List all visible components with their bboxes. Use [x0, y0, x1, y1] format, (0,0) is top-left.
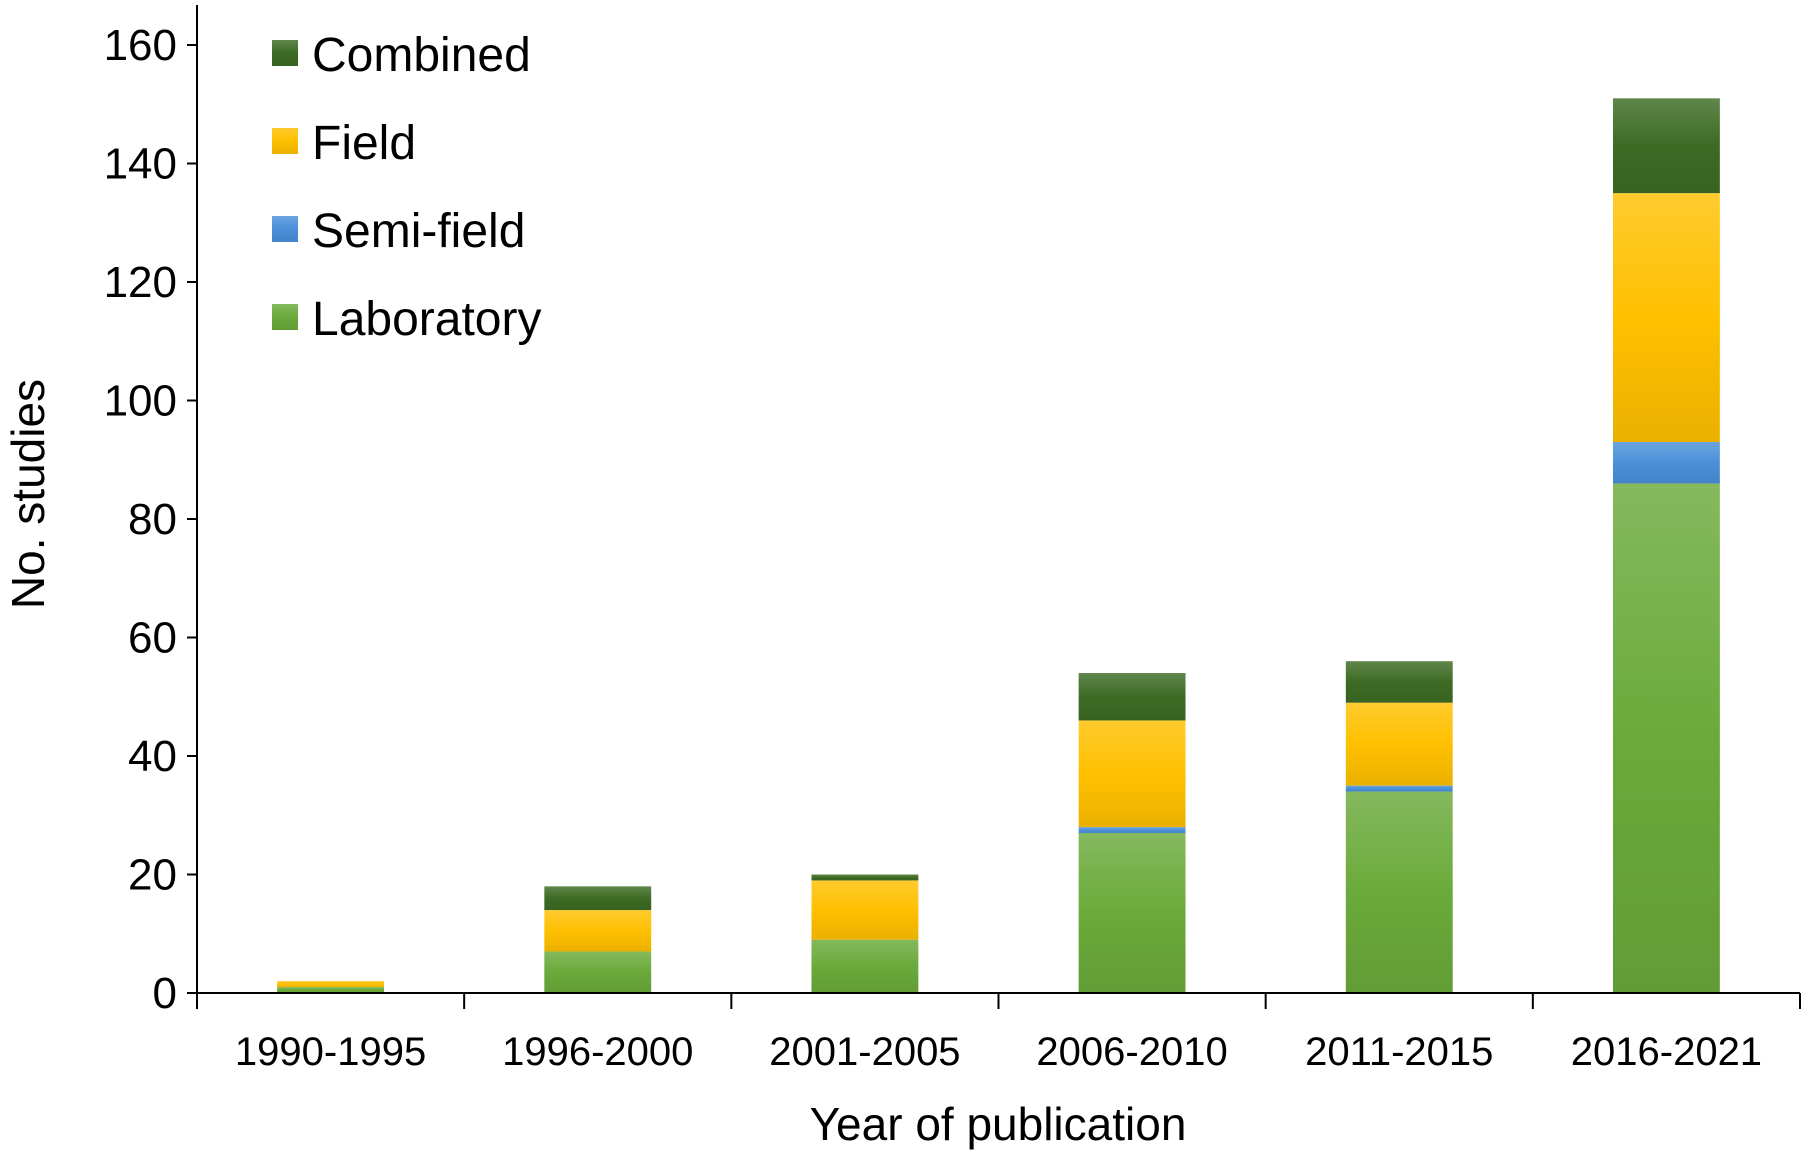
y-tick-label: 160 — [104, 21, 177, 70]
bar-laboratory-2006-2010 — [1078, 833, 1186, 993]
legend-swatch-combined — [272, 40, 298, 66]
x-tick-label: 2011-2015 — [1305, 1030, 1493, 1074]
bar-combined-2016-2021 — [1612, 98, 1720, 194]
bar-combined-2001-2005 — [811, 874, 919, 881]
x-tick-label: 1996-2000 — [502, 1030, 693, 1074]
bar-field-2001-2005 — [811, 880, 919, 940]
y-tick-label: 120 — [104, 258, 177, 307]
bar-combined-2011-2015 — [1345, 661, 1453, 703]
y-tick-label: 60 — [128, 614, 177, 663]
bar-laboratory-1990-1995 — [277, 987, 385, 993]
legend-label-laboratory: Laboratory — [312, 293, 541, 346]
bar-combined-2006-2010 — [1078, 673, 1186, 721]
y-tick-label: 20 — [128, 851, 177, 900]
legend-label-field: Field — [312, 117, 416, 170]
legend-label-combined: Combined — [312, 29, 531, 82]
bar-laboratory-2016-2021 — [1612, 483, 1720, 993]
x-axis-title: Year of publication — [810, 1098, 1187, 1150]
y-tick-label: 0 — [153, 969, 177, 1018]
bar-semi-field-2006-2010 — [1078, 827, 1186, 834]
bar-semi-field-2011-2015 — [1345, 785, 1453, 792]
y-tick-label: 40 — [128, 732, 177, 781]
bar-field-2011-2015 — [1345, 702, 1453, 786]
bar-laboratory-2001-2005 — [811, 939, 919, 993]
bar-semi-field-2016-2021 — [1612, 441, 1720, 484]
bar-laboratory-2011-2015 — [1345, 791, 1453, 993]
x-tick-label: 2001-2005 — [769, 1030, 960, 1074]
bar-laboratory-1996-2000 — [544, 951, 652, 993]
bar-field-1990-1995 — [277, 981, 385, 988]
legend-swatch-laboratory — [272, 304, 298, 330]
bar-field-2006-2010 — [1078, 720, 1186, 828]
legend-label-semi-field: Semi-field — [312, 205, 525, 258]
bar-combined-1996-2000 — [544, 886, 652, 911]
y-tick-label: 80 — [128, 495, 177, 544]
y-tick-label: 140 — [104, 140, 177, 189]
y-axis-title: No. studies — [2, 379, 54, 609]
bar-field-2016-2021 — [1612, 193, 1720, 442]
y-tick-label: 100 — [104, 377, 177, 426]
x-tick-label: 1990-1995 — [235, 1030, 426, 1074]
bar-field-1996-2000 — [544, 910, 652, 952]
legend-swatch-semi-field — [272, 216, 298, 242]
bars-group — [277, 98, 1720, 993]
x-tick-label: 2006-2010 — [1036, 1030, 1227, 1074]
axes-group: 0 20 40 60 80 100 120 140 160 1990-1995 1996-2000 2… — [104, 5, 1801, 1074]
legend-swatch-field — [272, 128, 298, 154]
x-tick-label: 2016-2021 — [1571, 1030, 1762, 1074]
legend: Combined Field Semi-field Laboratory — [272, 29, 541, 346]
